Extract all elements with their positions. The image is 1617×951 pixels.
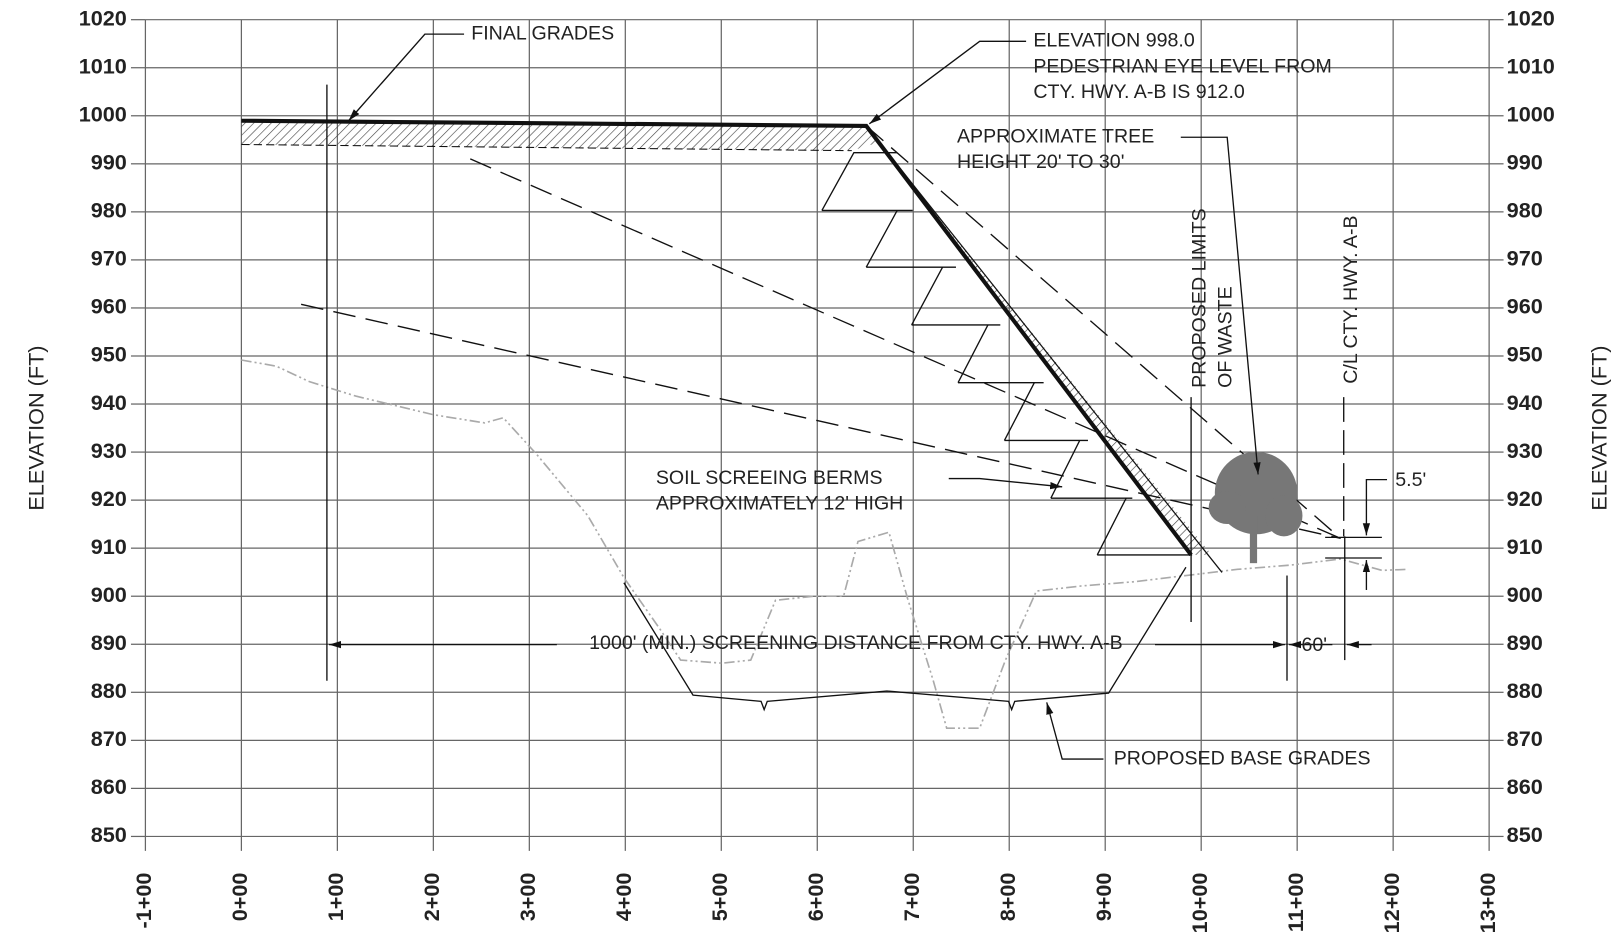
y-tick-label: 950 <box>1507 342 1543 367</box>
y-tick-label: 1020 <box>79 5 127 30</box>
x-tick-label: 3+00 <box>515 873 540 922</box>
note: SOIL SCREEING BERMS <box>656 467 883 489</box>
note: CTY. HWY. A-B IS 912.0 <box>1033 81 1245 103</box>
x-tick-label: 2+00 <box>419 873 444 922</box>
profiles <box>241 118 1408 729</box>
y-tick-label: 1010 <box>1507 53 1555 78</box>
y-tick-label: 990 <box>91 150 127 175</box>
y-tick-label: 860 <box>1507 774 1543 799</box>
y-tick-label: 990 <box>1507 150 1543 175</box>
cap-under <box>865 125 1223 573</box>
y-tick-label: 970 <box>91 246 127 271</box>
annotations: FINAL GRADES ELEVATION 998.0 PEDESTRIAN … <box>23 22 1611 769</box>
note: 60' <box>1301 634 1327 656</box>
y-tick-label: 880 <box>91 678 127 703</box>
y-tick-label: 910 <box>91 534 127 559</box>
x-tick-label: 1+00 <box>323 873 348 922</box>
y-tick-label: 870 <box>1507 726 1543 751</box>
y-tick-label: 870 <box>91 726 127 751</box>
y-tick-label: 900 <box>1507 582 1543 607</box>
y-tick-label: 960 <box>91 294 127 319</box>
x-tick-label: 10+00 <box>1187 873 1212 934</box>
x-tick-label: 7+00 <box>899 873 924 922</box>
note: OF WASTE <box>1214 286 1236 388</box>
y-tick-label: 920 <box>1507 486 1543 511</box>
y-tick-label: 1020 <box>1507 5 1555 30</box>
y-tick-label: 910 <box>1507 534 1543 559</box>
existing-ground <box>241 359 1408 729</box>
y-tick-label: 850 <box>91 822 127 847</box>
note: 5.5' <box>1395 469 1426 491</box>
x-tick-label: -1+00 <box>131 873 156 929</box>
y-tick-label: 940 <box>91 390 127 415</box>
y-tick-label: 880 <box>1507 678 1543 703</box>
sight-lines <box>300 125 1342 540</box>
note: 1000' (MIN.) SCREENING DISTANCE FROM CTY… <box>589 632 1123 654</box>
tree <box>1208 451 1303 564</box>
y-tick-label: 980 <box>1507 198 1543 223</box>
note: APPROXIMATELY 12' HIGH <box>656 493 903 515</box>
y-tick-label: 850 <box>1507 822 1543 847</box>
cap-hatch <box>241 121 1212 555</box>
x-tick-label: 11+00 <box>1283 873 1308 933</box>
dimensions <box>326 33 1388 760</box>
note: PROPOSED LIMITS <box>1189 208 1211 388</box>
y-tick-label: 1000 <box>1507 101 1555 126</box>
note: APPROXIMATE TREE <box>957 125 1154 147</box>
x-tick-label: 8+00 <box>995 873 1020 922</box>
y-tick-label: 970 <box>1507 246 1543 271</box>
note: PROPOSED BASE GRADES <box>1114 747 1371 769</box>
y-tick-label: 900 <box>91 582 127 607</box>
y-tick-label: 980 <box>91 198 127 223</box>
y-tick-label: 1000 <box>79 101 127 126</box>
y-tick-label: 930 <box>91 438 127 463</box>
y-tick-label: 860 <box>91 774 127 799</box>
note: C/L CTY. HWY. A-B <box>1340 215 1362 383</box>
x-tick-label: 13+00 <box>1475 873 1500 934</box>
x-tick-label: 6+00 <box>803 873 828 922</box>
y-tick-label: 1010 <box>79 53 127 78</box>
x-tick-label: 12+00 <box>1379 873 1404 934</box>
y-axis-title: ELEVATION (FT) <box>1587 346 1612 511</box>
x-tick-label: 5+00 <box>707 873 732 922</box>
x-tick-label: 9+00 <box>1091 873 1116 922</box>
y-tick-label: 950 <box>91 342 127 367</box>
base-grade <box>623 566 1187 712</box>
note: PEDESTRIAN EYE LEVEL FROM <box>1033 55 1331 77</box>
x-tick-label: 4+00 <box>611 873 636 922</box>
y-tick-label: 890 <box>1507 630 1543 655</box>
x-tick-label: 0+00 <box>227 873 252 922</box>
y-axis-title: ELEVATION (FT) <box>23 346 48 511</box>
final-grade <box>241 118 1193 557</box>
note: ELEVATION 998.0 <box>1033 30 1195 52</box>
y-tick-label: 920 <box>91 486 127 511</box>
y-tick-label: 940 <box>1507 390 1543 415</box>
y-tick-label: 930 <box>1507 438 1543 463</box>
y-tick-label: 890 <box>91 630 127 655</box>
berms <box>821 152 1193 556</box>
y-tick-label: 960 <box>1507 294 1543 319</box>
cap-base <box>241 143 852 152</box>
note: FINAL GRADES <box>471 22 614 44</box>
grid: 1020 1020 1010 1010 1000 1000 990 990 980 980 970 9… <box>79 5 1555 933</box>
note: HEIGHT 20' TO 30' <box>957 151 1124 173</box>
